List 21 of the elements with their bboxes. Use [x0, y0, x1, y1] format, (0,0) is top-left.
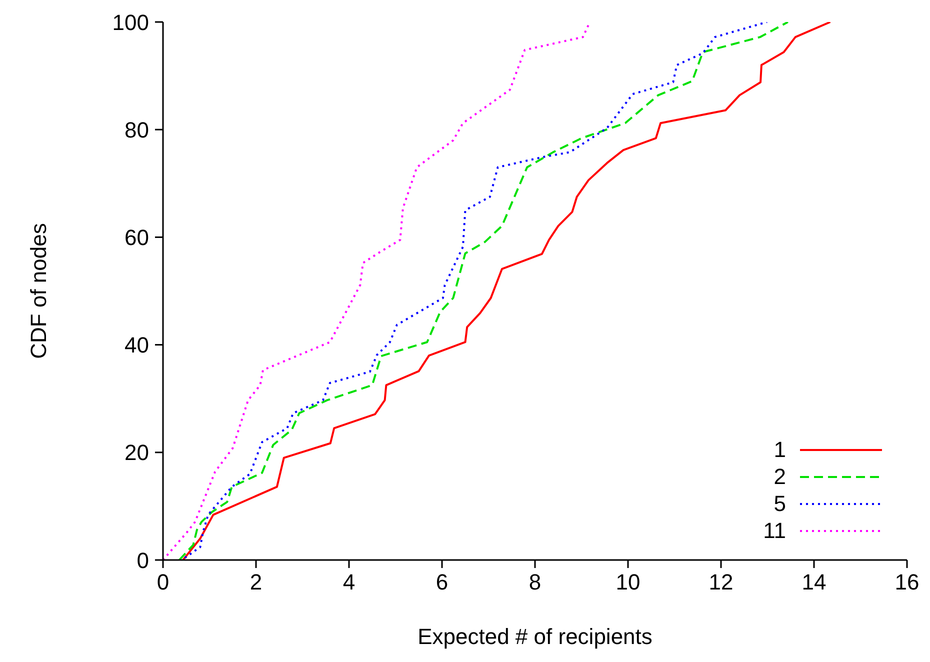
- y-tick-label: 80: [124, 117, 149, 142]
- y-tick-label: 60: [124, 225, 149, 250]
- y-axis-title: CDF of nodes: [26, 223, 51, 359]
- y-tick-label: 20: [124, 440, 149, 466]
- x-tick-label: 14: [802, 570, 826, 595]
- x-tick-label: 10: [616, 570, 640, 595]
- y-tick-label: 0: [136, 548, 149, 573]
- x-tick-label: 6: [436, 570, 448, 595]
- x-tick-label: 12: [708, 570, 734, 595]
- y-tick-label: 100: [112, 10, 149, 35]
- legend-label: 2: [774, 464, 786, 490]
- y-tick-label: 40: [124, 332, 149, 358]
- x-tick-label: 0: [156, 570, 170, 595]
- x-tick-label: 2: [250, 570, 262, 595]
- legend-label: 5: [774, 490, 786, 516]
- x-axis-title: Expected # of recipients: [418, 624, 652, 649]
- x-tick-label: 16: [894, 570, 920, 595]
- legend-label: 1: [774, 436, 786, 462]
- legend-label: 11: [763, 518, 786, 544]
- x-tick-label: 4: [342, 570, 356, 595]
- x-tick-label: 8: [528, 570, 542, 595]
